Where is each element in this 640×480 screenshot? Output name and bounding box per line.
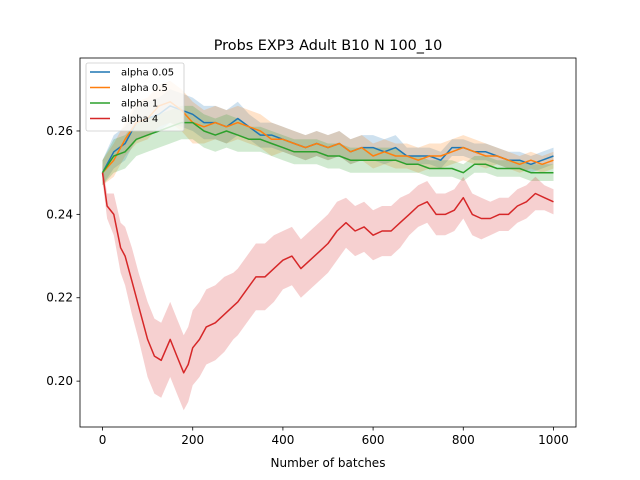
y-tick-label: 0.20 (46, 374, 73, 388)
legend-label: alpha 0.05 (121, 68, 174, 79)
legend-label: alpha 0.5 (121, 83, 168, 94)
legend-box (85, 62, 185, 132)
band-series-2 (102, 105, 554, 186)
legend-label: alpha 1 (121, 99, 158, 110)
legend: alpha 0.05 alpha 0.5 alpha 1 alpha 4 (85, 62, 185, 132)
x-tick-label: 800 (452, 433, 475, 447)
x-tick-label: 600 (362, 433, 385, 447)
x-axis-title: Number of batches (271, 456, 386, 470)
chart-title: Probs EXP3 Adult B10 N 100_10 (214, 38, 443, 54)
plot-frame (79, 57, 577, 428)
y-tick-label: 0.26 (46, 124, 73, 138)
band-series-3 (102, 164, 554, 411)
x-axis: 0 200 400 600 800 1000 (99, 427, 569, 447)
x-tick-label: 200 (181, 433, 204, 447)
x-tick-label: 1000 (538, 433, 569, 447)
y-axis: 0.20 0.22 0.24 0.26 (46, 124, 80, 388)
y-tick-label: 0.22 (46, 291, 73, 305)
y-tick-label: 0.24 (46, 207, 73, 221)
band-series-0 (102, 89, 554, 186)
x-tick-label: 0 (99, 433, 107, 447)
legend-label: alpha 4 (121, 114, 158, 125)
line-series-3 (101, 172, 554, 374)
x-tick-label: 400 (271, 433, 294, 447)
